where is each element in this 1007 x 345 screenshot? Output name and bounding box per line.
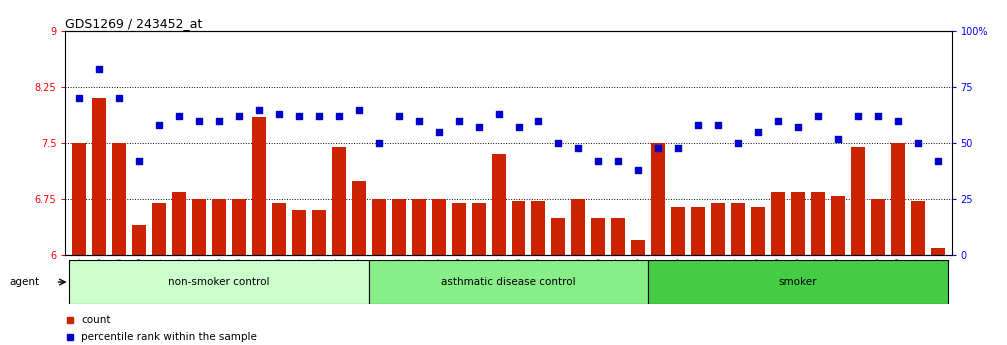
Bar — [172, 192, 186, 255]
Point — [830, 136, 846, 141]
Point — [870, 114, 886, 119]
Point — [231, 114, 247, 119]
Bar — [369, 260, 649, 304]
Bar — [272, 203, 286, 255]
Point — [490, 111, 507, 117]
Bar — [73, 143, 87, 255]
Bar — [910, 201, 924, 255]
Point — [770, 118, 786, 124]
Point — [411, 118, 427, 124]
Text: GDS1269 / 243452_at: GDS1269 / 243452_at — [65, 17, 202, 30]
Bar — [212, 199, 227, 255]
Bar — [113, 143, 126, 255]
Bar — [552, 218, 565, 255]
Point — [590, 158, 606, 164]
Bar — [312, 210, 326, 255]
Point — [131, 158, 147, 164]
Bar — [611, 218, 625, 255]
Bar — [532, 201, 546, 255]
Point — [929, 158, 946, 164]
Point — [211, 118, 228, 124]
Bar — [930, 248, 945, 255]
Bar — [232, 199, 246, 255]
Bar — [372, 199, 386, 255]
Bar — [452, 203, 465, 255]
Bar — [132, 225, 146, 255]
Bar — [831, 196, 845, 255]
Bar — [711, 203, 725, 255]
Point — [371, 140, 387, 146]
Bar — [591, 218, 605, 255]
Point — [311, 114, 327, 119]
Point — [171, 114, 187, 119]
Point — [750, 129, 766, 135]
Text: agent: agent — [10, 277, 39, 287]
Point — [470, 125, 486, 130]
Bar — [252, 117, 266, 255]
Bar — [152, 203, 166, 255]
Point — [610, 158, 626, 164]
Point — [789, 125, 806, 130]
Bar — [351, 180, 366, 255]
Bar — [69, 260, 369, 304]
Bar — [731, 203, 745, 255]
Bar — [891, 143, 904, 255]
Text: non-smoker control: non-smoker control — [168, 277, 270, 287]
Point — [291, 114, 307, 119]
Point — [850, 114, 866, 119]
Bar — [631, 240, 645, 255]
Point — [670, 145, 686, 150]
Text: asthmatic disease control: asthmatic disease control — [441, 277, 576, 287]
Bar — [649, 260, 948, 304]
Bar — [571, 199, 585, 255]
Bar — [93, 98, 107, 255]
Point — [331, 114, 347, 119]
Bar — [512, 201, 526, 255]
Point — [889, 118, 905, 124]
Point — [570, 145, 586, 150]
Point — [690, 122, 706, 128]
Point — [391, 114, 407, 119]
Bar — [491, 155, 506, 255]
Point — [810, 114, 826, 119]
Point — [730, 140, 746, 146]
Bar — [432, 199, 446, 255]
Point — [71, 96, 88, 101]
Bar — [332, 147, 345, 255]
Point — [531, 118, 547, 124]
Bar — [691, 207, 705, 255]
Bar — [771, 192, 785, 255]
Point — [710, 122, 726, 128]
Bar — [751, 207, 765, 255]
Point — [909, 140, 925, 146]
Text: percentile rank within the sample: percentile rank within the sample — [82, 333, 257, 342]
Point — [431, 129, 447, 135]
Point — [651, 145, 667, 150]
Point — [92, 66, 108, 72]
Bar — [790, 192, 805, 255]
Point — [191, 118, 207, 124]
Point — [551, 140, 567, 146]
Bar — [292, 210, 306, 255]
Point — [112, 96, 128, 101]
Bar — [811, 192, 825, 255]
Point — [251, 107, 267, 112]
Bar — [471, 203, 485, 255]
Point — [271, 111, 287, 117]
Point — [151, 122, 167, 128]
Text: smoker: smoker — [778, 277, 818, 287]
Point — [350, 107, 367, 112]
Bar — [672, 207, 685, 255]
Bar — [851, 147, 865, 255]
Bar — [652, 143, 666, 255]
Bar — [192, 199, 206, 255]
Point — [630, 167, 646, 173]
Point — [511, 125, 527, 130]
Text: count: count — [82, 315, 111, 325]
Bar — [412, 199, 426, 255]
Bar — [392, 199, 406, 255]
Point — [450, 118, 466, 124]
Bar — [871, 199, 885, 255]
